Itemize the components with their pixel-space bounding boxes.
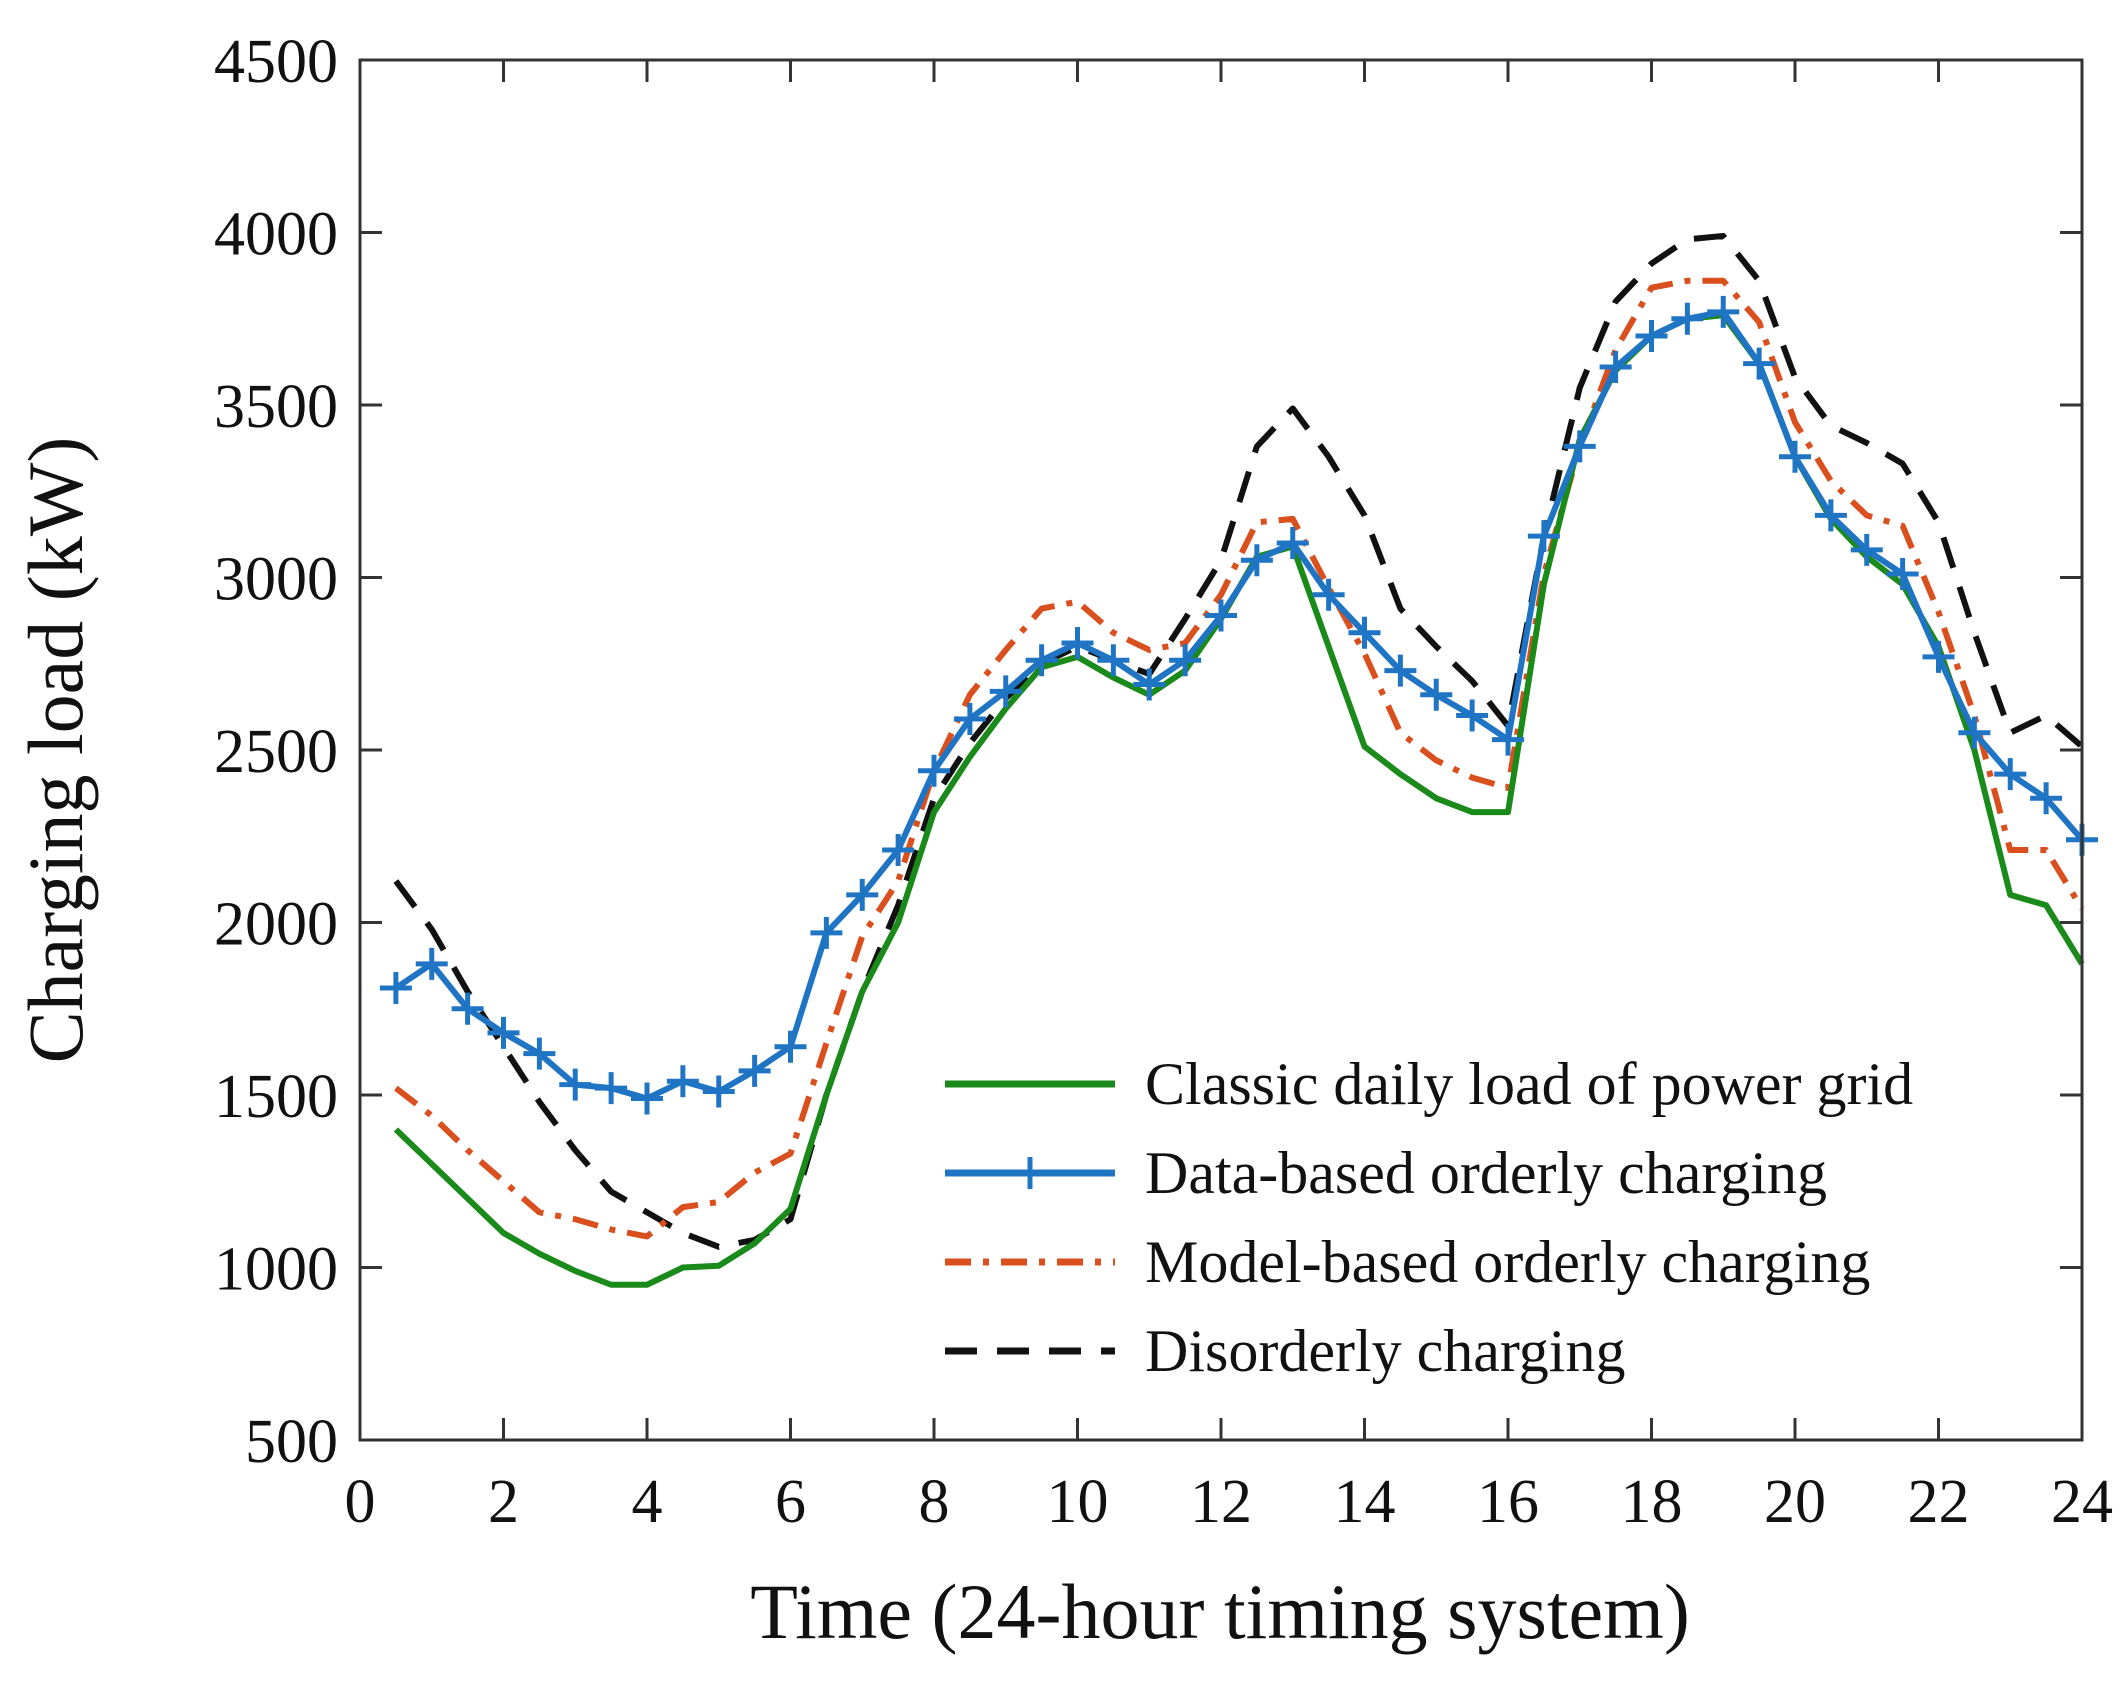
legend: Classic daily load of power grid Data-bas… [945, 1051, 1913, 1384]
x-tick-label: 14 [1334, 1468, 1396, 1536]
series-point-1 [1133, 668, 1166, 701]
x-tick-label: 2 [488, 1468, 519, 1536]
legend-marker-1 [1014, 1157, 1046, 1189]
x-tick-label: 12 [1190, 1468, 1252, 1536]
series-point-1 [738, 1054, 771, 1087]
x-tick-label: 24 [2051, 1468, 2113, 1536]
y-tick-label: 1000 [214, 1236, 338, 1304]
legend-label-2: Model-based orderly charging [1145, 1229, 1870, 1295]
y-tick-label: 2500 [214, 718, 338, 786]
series-point-1 [1850, 533, 1883, 566]
series-point-1 [451, 992, 484, 1025]
x-tick-label: 10 [1047, 1468, 1109, 1536]
legend-label-1: Data-based orderly charging [1145, 1140, 1827, 1206]
series-point-1 [1240, 544, 1273, 577]
legend-label-0: Classic daily load of power grid [1145, 1051, 1913, 1117]
series-point-1 [1492, 723, 1524, 756]
series-point-1 [1061, 627, 1094, 660]
series-point-1 [2030, 782, 2063, 815]
series-point-1 [1814, 499, 1847, 532]
y-axis-ticks: 500 1000 1500 2000 2500 3000 3500 4000 4500 [214, 28, 2082, 1476]
series-point-1 [1743, 347, 1776, 380]
x-tick-label: 0 [345, 1468, 376, 1536]
series-point-1 [559, 1068, 592, 1101]
x-axis-title: Time (24-hour timing system) [750, 1568, 1690, 1655]
series-point-1 [882, 834, 915, 867]
series-point-1 [1456, 699, 1489, 732]
series-point-1 [1599, 351, 1632, 384]
series-point-1 [1348, 616, 1381, 649]
series-point-1 [1563, 430, 1596, 463]
x-tick-label: 22 [1908, 1468, 1970, 1536]
series-point-1 [1384, 654, 1417, 687]
series-point-1 [774, 1030, 807, 1063]
series-point-1 [1205, 599, 1237, 632]
series-point-1 [1527, 520, 1560, 553]
plot-frame [358, 58, 2084, 1442]
series-point-1 [1420, 678, 1453, 711]
series-layer [379, 232, 2098, 1288]
y-tick-label: 3000 [214, 546, 338, 614]
series-point-1 [1635, 320, 1668, 352]
series-point-1 [1671, 302, 1704, 335]
series-point-1 [523, 1037, 556, 1070]
y-tick-label: 4000 [214, 201, 338, 269]
series-point-1 [1922, 640, 1955, 673]
series-point-1 [1707, 295, 1740, 328]
x-axis-ticks: 0 2 4 6 8 10 12 14 16 18 20 22 24 [345, 60, 2113, 1536]
series-point-1 [1025, 644, 1058, 677]
series-point-1 [846, 878, 879, 911]
x-tick-label: 8 [919, 1468, 950, 1536]
series-point-1 [1276, 527, 1309, 559]
series-point-1 [810, 916, 843, 949]
x-tick-label: 4 [632, 1468, 663, 1536]
series-point-1 [1169, 644, 1202, 677]
series-point-1 [953, 702, 986, 735]
y-tick-label: 1500 [214, 1063, 338, 1131]
series-line-2 [394, 277, 2085, 1240]
series-point-1 [1958, 716, 1991, 749]
series-point-1 [1994, 758, 2027, 791]
y-tick-label: 2000 [214, 891, 338, 959]
series-point-1 [1097, 644, 1130, 677]
legend-label-3: Disorderly charging [1145, 1318, 1625, 1384]
x-tick-label: 6 [775, 1468, 806, 1536]
series-point-1 [1886, 558, 1919, 591]
y-tick-label: 3500 [214, 373, 338, 441]
series-point-1 [379, 972, 412, 1005]
x-tick-label: 16 [1477, 1468, 1539, 1536]
y-axis-title: Charging load (kW) [12, 437, 99, 1064]
y-tick-label: 4500 [214, 28, 338, 96]
series-point-1 [1779, 440, 1811, 473]
series-point-1 [702, 1075, 735, 1108]
series-point-1 [918, 754, 950, 787]
y-tick-label: 500 [245, 1408, 338, 1476]
series-point-1 [666, 1065, 699, 1098]
series-point-1 [415, 947, 448, 980]
series-point-1 [631, 1082, 663, 1115]
series-point-1 [595, 1072, 628, 1105]
x-tick-label: 18 [1621, 1468, 1683, 1536]
series-point-1 [1312, 578, 1345, 611]
series-point-1 [989, 675, 1022, 708]
x-tick-label: 20 [1764, 1468, 1826, 1536]
series-line-1 [394, 308, 2085, 1102]
series-point-1 [487, 1016, 520, 1049]
